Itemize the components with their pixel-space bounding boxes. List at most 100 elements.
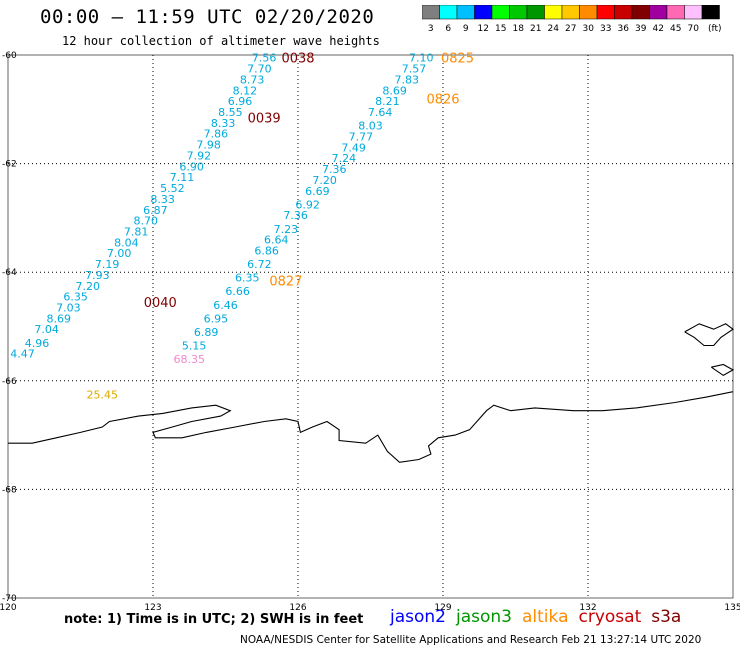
wave-height-reading: 7.00 bbox=[107, 247, 132, 260]
map-canvas: 120 123 126 129 132 135 -60 -62 -64 -66 -68 -70 7.56… bbox=[0, 51, 740, 610]
wave-height-reading: 7.24 bbox=[332, 152, 357, 165]
coastline-island bbox=[710, 363, 735, 377]
lon-tick-label: 132 bbox=[579, 603, 596, 610]
wave-height-reading: 68.35 bbox=[174, 353, 206, 366]
legend-jason3: jason3 bbox=[456, 607, 512, 627]
colorbar-label: 6 bbox=[445, 24, 451, 33]
wave-height-reading: 7.11 bbox=[170, 171, 195, 184]
wave-height-reading: 7.19 bbox=[95, 258, 120, 271]
colorbar-label: 30 bbox=[583, 24, 595, 33]
lon-tick-label: 129 bbox=[434, 603, 451, 610]
wave-height-reading: 6.96 bbox=[228, 95, 253, 108]
lon-tick-label: 126 bbox=[289, 603, 306, 610]
colorbar-label: (ft) bbox=[708, 24, 722, 33]
wave-height-reading: 7.36 bbox=[322, 163, 347, 176]
colorbar-label: 39 bbox=[635, 24, 647, 33]
wave-height-reading: 7.57 bbox=[402, 63, 427, 76]
wave-height-reading: 8.04 bbox=[114, 236, 139, 249]
wave-height-reading: 6.87 bbox=[143, 204, 168, 217]
wave-height-reading: 8.33 bbox=[150, 193, 175, 206]
legend-altika: altika bbox=[522, 607, 569, 627]
wave-height-reading: 7.93 bbox=[85, 269, 110, 282]
wave-height-reading: 7.49 bbox=[341, 141, 366, 154]
map-frame bbox=[7, 54, 734, 599]
wave-height-reading: 7.04 bbox=[34, 323, 59, 336]
colorbar-label: 36 bbox=[618, 24, 630, 33]
wave-height-reading: 6.89 bbox=[194, 326, 219, 339]
wave-height-reading: 5.52 bbox=[160, 182, 185, 195]
colorbar-label: 18 bbox=[513, 24, 525, 33]
wave-height-reading: 6.86 bbox=[254, 244, 279, 257]
wave-height-reading: 6.35 bbox=[63, 291, 88, 304]
colorbar-legend: 3 6 9 12 15 18 21 24 27 30 33 36 39 42 45 70 (ft) bbox=[422, 5, 722, 33]
colorbar-label: 70 bbox=[688, 24, 700, 33]
wave-height-reading: 6.95 bbox=[204, 312, 229, 325]
wave-height-reading: 6.35 bbox=[235, 272, 260, 285]
lon-tick-label: 123 bbox=[144, 603, 161, 610]
wave-height-reading: 8.12 bbox=[233, 84, 258, 97]
wave-height-reading: 6.69 bbox=[305, 185, 330, 198]
pass-time-label: 0038 bbox=[281, 52, 314, 67]
footnote: note: 1) Time is in UTC; 2) SWH is in fe… bbox=[64, 612, 364, 627]
wave-height-reading: 8.69 bbox=[382, 84, 407, 97]
wave-height-reading: 7.70 bbox=[247, 63, 272, 76]
legend-s3a: s3a bbox=[651, 607, 682, 627]
wave-height-reading: 7.10 bbox=[409, 52, 434, 65]
colorbar-label: 12 bbox=[478, 24, 489, 33]
wave-height-reading: 6.46 bbox=[213, 299, 238, 312]
colorbar-label: 15 bbox=[495, 24, 506, 33]
pass-time-label: 0039 bbox=[248, 111, 281, 126]
wave-height-reading: 7.86 bbox=[204, 128, 229, 141]
pass-time-label: 0825 bbox=[441, 52, 474, 67]
lat-tick-label: -64 bbox=[2, 268, 17, 278]
legend-jason2: jason2 bbox=[390, 607, 446, 627]
wave-height-reading: 7.77 bbox=[349, 130, 374, 143]
legend-cryosat: cryosat bbox=[578, 607, 642, 627]
wave-height-reading: 6.64 bbox=[264, 234, 289, 247]
wave-height-reading: 7.36 bbox=[283, 209, 308, 222]
wave-height-reading: 5.15 bbox=[182, 340, 207, 353]
lon-tick-label: 135 bbox=[724, 603, 740, 610]
wave-height-reading: 6.92 bbox=[295, 198, 320, 211]
wave-height-reading: 7.20 bbox=[76, 280, 101, 293]
lat-tick-label: -68 bbox=[2, 485, 17, 495]
wave-height-reading: 8.03 bbox=[358, 120, 383, 133]
wave-height-reading: 8.33 bbox=[211, 117, 236, 130]
pass-time-label: 0827 bbox=[269, 274, 302, 289]
wave-height-reading: 7.20 bbox=[312, 174, 337, 187]
lon-tick-label: 120 bbox=[0, 603, 17, 610]
wave-height-reading: 8.21 bbox=[375, 95, 400, 108]
coastline-island bbox=[684, 323, 734, 347]
wave-height-reading: 7.83 bbox=[395, 73, 420, 86]
wave-height-reading: 8.70 bbox=[134, 215, 159, 228]
chart-subtitle: 12 hour collection of altimeter wave hei… bbox=[62, 34, 380, 48]
wave-height-reading: 6.66 bbox=[225, 285, 250, 298]
satellite-legend: jason2 jason3 altika cryosat s3a bbox=[390, 607, 691, 627]
colorbar-label: 24 bbox=[548, 24, 560, 33]
wave-height-reading: 7.56 bbox=[252, 52, 277, 65]
wave-height-reading: 8.73 bbox=[240, 73, 265, 86]
wave-height-reading: 6.72 bbox=[247, 258, 272, 271]
colorbar-label: 33 bbox=[600, 24, 611, 33]
wave-height-reading: 7.23 bbox=[274, 223, 299, 236]
coastline bbox=[8, 391, 734, 463]
colorbar-label: 21 bbox=[530, 24, 541, 33]
pass-time-label: 0826 bbox=[426, 92, 459, 107]
lat-tick-label: -66 bbox=[2, 377, 17, 387]
colorbar-swatch bbox=[701, 5, 720, 20]
wave-height-reading: 4.47 bbox=[10, 348, 35, 361]
lat-tick-label: -60 bbox=[2, 51, 17, 61]
wave-height-reading: 8.55 bbox=[218, 106, 243, 119]
wave-height-reading: 6.90 bbox=[179, 160, 204, 173]
colorbar-label: 27 bbox=[565, 24, 576, 33]
colorbar-label: 3 bbox=[428, 24, 434, 33]
colorbar-label: 42 bbox=[653, 24, 664, 33]
credit-line: NOAA/NESDIS Center for Satellite Applica… bbox=[240, 634, 702, 646]
wave-height-reading: 4.96 bbox=[25, 337, 50, 350]
colorbar-label: 9 bbox=[463, 24, 469, 33]
chart-title: 00:00 – 11:59 UTC 02/20/2020 bbox=[40, 6, 375, 28]
wave-height-reading: 7.64 bbox=[368, 106, 393, 119]
wave-height-reading: 7.92 bbox=[187, 149, 212, 162]
wave-height-reading: 7.98 bbox=[196, 139, 221, 152]
wave-height-reading: 7.81 bbox=[124, 225, 149, 238]
